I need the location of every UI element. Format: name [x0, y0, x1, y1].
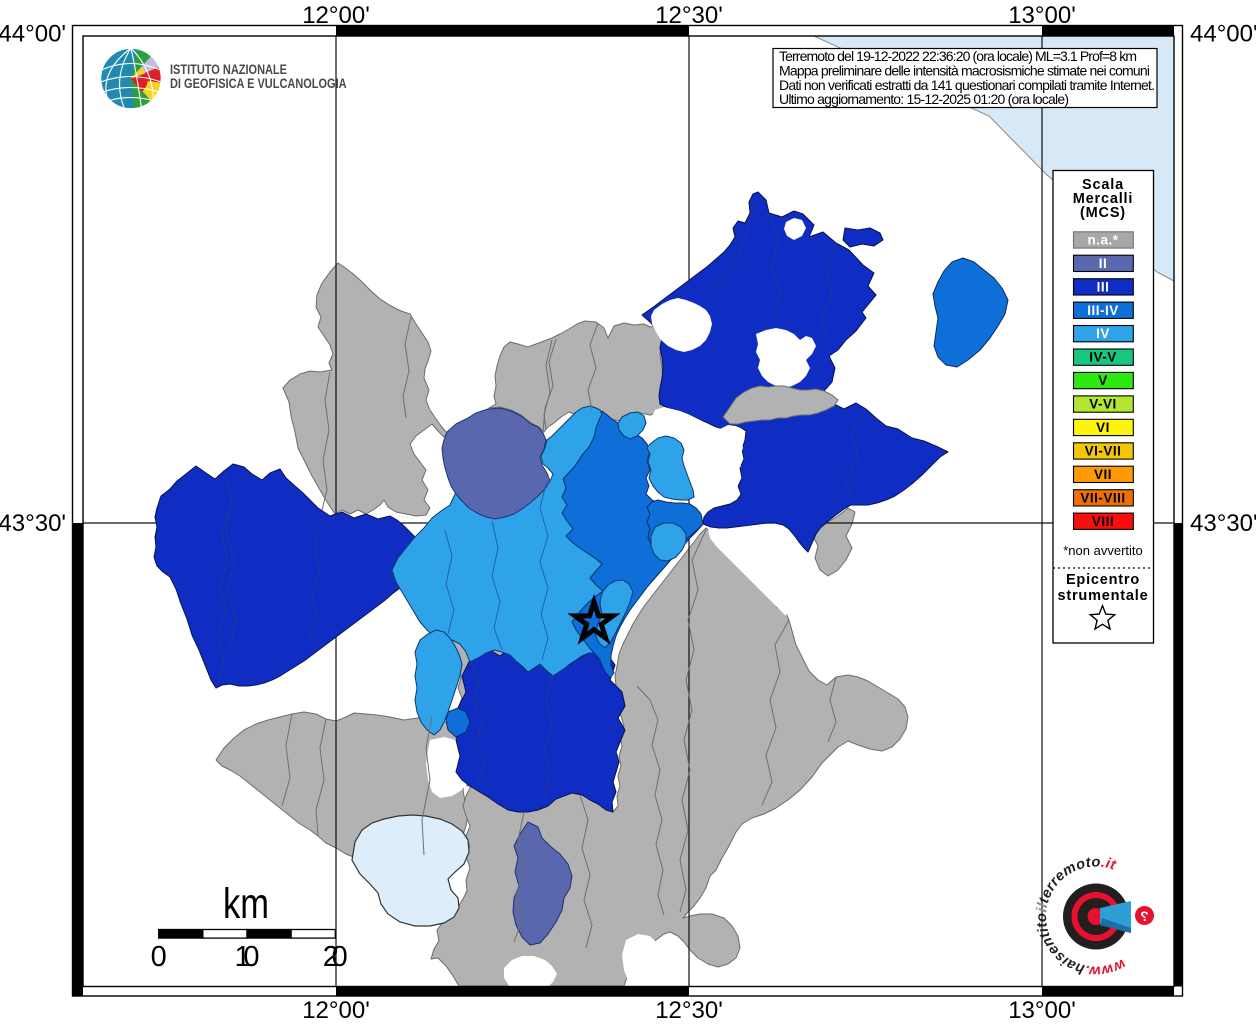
- svg-text:20: 20: [323, 941, 348, 973]
- svg-text:VII-VIII: VII-VIII: [1080, 490, 1125, 505]
- svg-text:12°00': 12°00': [302, 2, 370, 29]
- svg-text:13°00': 13°00': [1008, 997, 1076, 1024]
- svg-text:V-VI: V-VI: [1089, 397, 1117, 412]
- svg-text:Mercalli: Mercalli: [1073, 191, 1133, 207]
- svg-text:V: V: [1098, 373, 1108, 388]
- svg-text:Ultimo aggiornamento: 15-12-20: Ultimo aggiornamento: 15-12-2025 01:20 (…: [779, 91, 1069, 107]
- svg-text:Mappa preliminare delle intens: Mappa preliminare delle intensità macros…: [779, 63, 1150, 79]
- svg-text:IV: IV: [1096, 326, 1110, 341]
- svg-text:44°00': 44°00': [1190, 21, 1256, 48]
- svg-text:43°30': 43°30': [0, 510, 66, 537]
- svg-text:13°00': 13°00': [1008, 2, 1076, 29]
- svg-text:km: km: [223, 880, 269, 928]
- svg-text:(MCS): (MCS): [1080, 205, 1126, 221]
- svg-text:n.a.*: n.a.*: [1087, 233, 1118, 248]
- svg-text:Scala: Scala: [1082, 177, 1124, 193]
- svg-text:II: II: [1099, 256, 1108, 271]
- svg-text:43°30': 43°30': [1190, 510, 1256, 537]
- svg-text:VIII: VIII: [1092, 514, 1114, 529]
- svg-text:12°30': 12°30': [655, 2, 723, 29]
- svg-text:III-IV: III-IV: [1087, 303, 1119, 318]
- svg-text:III: III: [1097, 279, 1110, 294]
- svg-text:44°00': 44°00': [0, 21, 66, 48]
- svg-text:*non avvertito: *non avvertito: [1063, 543, 1143, 558]
- svg-text:VI-VII: VI-VII: [1085, 444, 1122, 459]
- svg-text:?: ?: [1140, 908, 1149, 924]
- svg-text:Dati non verificati estratti d: Dati non verificati estratti da 141 ques…: [779, 77, 1155, 93]
- svg-text:strumentale: strumentale: [1058, 588, 1149, 604]
- svg-text:12°00': 12°00': [302, 997, 370, 1024]
- svg-text:10: 10: [235, 941, 260, 973]
- svg-text:Epicentro: Epicentro: [1066, 572, 1140, 588]
- svg-text:DI GEOFISICA E VULCANOLOGIA: DI GEOFISICA E VULCANOLOGIA: [170, 76, 347, 91]
- svg-text:IV-V: IV-V: [1089, 350, 1117, 365]
- svg-text:VII: VII: [1094, 467, 1112, 482]
- svg-text:12°30': 12°30': [655, 997, 723, 1024]
- svg-text:VI: VI: [1096, 420, 1110, 435]
- svg-text:ISTITUTO NAZIONALE: ISTITUTO NAZIONALE: [170, 62, 287, 77]
- svg-text:Terremoto del 19-12-2022 22:36: Terremoto del 19-12-2022 22:36:20 (ora l…: [779, 48, 1137, 64]
- svg-text:0: 0: [151, 941, 167, 973]
